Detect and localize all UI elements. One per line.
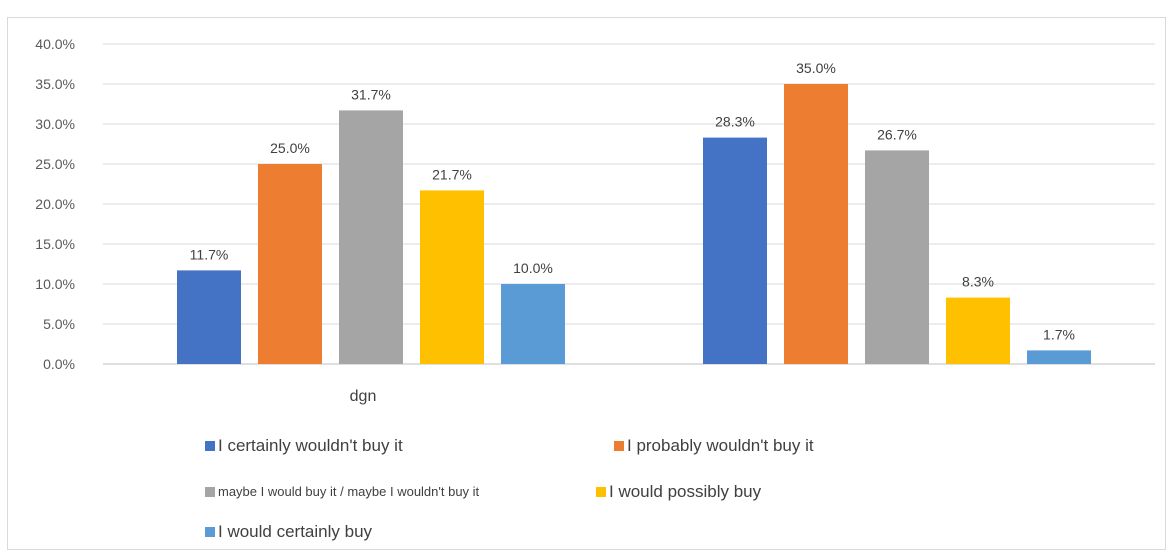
bar xyxy=(339,110,403,365)
legend-item-certainly-buy: I would certainly buy xyxy=(205,522,372,542)
legend-swatch xyxy=(205,486,215,497)
data-label: 11.7% xyxy=(190,246,229,262)
y-tick-label: 30.0% xyxy=(35,116,75,132)
data-label: 31.7% xyxy=(351,86,391,102)
legend-label: I would possibly buy xyxy=(609,482,762,501)
data-label: 25.0% xyxy=(270,140,310,156)
bar xyxy=(420,190,484,364)
y-tick-label: 10.0% xyxy=(35,276,75,292)
data-label: 28.3% xyxy=(715,114,755,130)
legend-label: I certainly wouldn't buy it xyxy=(218,436,403,455)
legend-label: I would certainly buy xyxy=(218,522,373,541)
legend-item-probably-not: I probably wouldn't buy it xyxy=(614,436,814,456)
legend-label: I probably wouldn't buy it xyxy=(627,436,814,455)
y-tick-label: 5.0% xyxy=(43,316,75,332)
legend-item-maybe: maybe I would buy it / maybe I wouldn't … xyxy=(205,484,479,499)
bar xyxy=(784,84,848,364)
bar xyxy=(946,297,1010,364)
y-tick-label: 15.0% xyxy=(35,236,75,252)
y-tick-label: 40.0% xyxy=(35,36,75,52)
legend-item-certainly-not: I certainly wouldn't buy it xyxy=(205,436,403,456)
data-label: 21.7% xyxy=(432,166,472,182)
legend-item-possibly: I would possibly buy xyxy=(596,482,761,502)
bar xyxy=(177,270,241,364)
y-tick-label: 25.0% xyxy=(35,156,75,172)
legend-swatch xyxy=(205,527,215,537)
data-label: 26.7% xyxy=(877,126,917,142)
data-label: 1.7% xyxy=(1043,326,1075,342)
legend-swatch xyxy=(205,441,215,451)
data-label: 8.3% xyxy=(962,274,994,290)
y-tick-label: 0.0% xyxy=(43,356,75,372)
x-category-label: dgn xyxy=(350,388,377,405)
bar xyxy=(258,164,322,364)
bar xyxy=(703,137,767,364)
y-tick-label: 20.0% xyxy=(35,196,75,212)
data-label: 10.0% xyxy=(513,260,553,276)
legend-swatch xyxy=(614,441,624,451)
y-tick-label: 35.0% xyxy=(35,76,75,92)
data-label: 35.0% xyxy=(796,60,836,76)
bar xyxy=(1027,350,1091,364)
bar xyxy=(865,150,929,364)
bar xyxy=(501,284,565,364)
legend-swatch xyxy=(596,487,606,497)
legend-label: maybe I would buy it / maybe I wouldn't … xyxy=(218,484,480,499)
